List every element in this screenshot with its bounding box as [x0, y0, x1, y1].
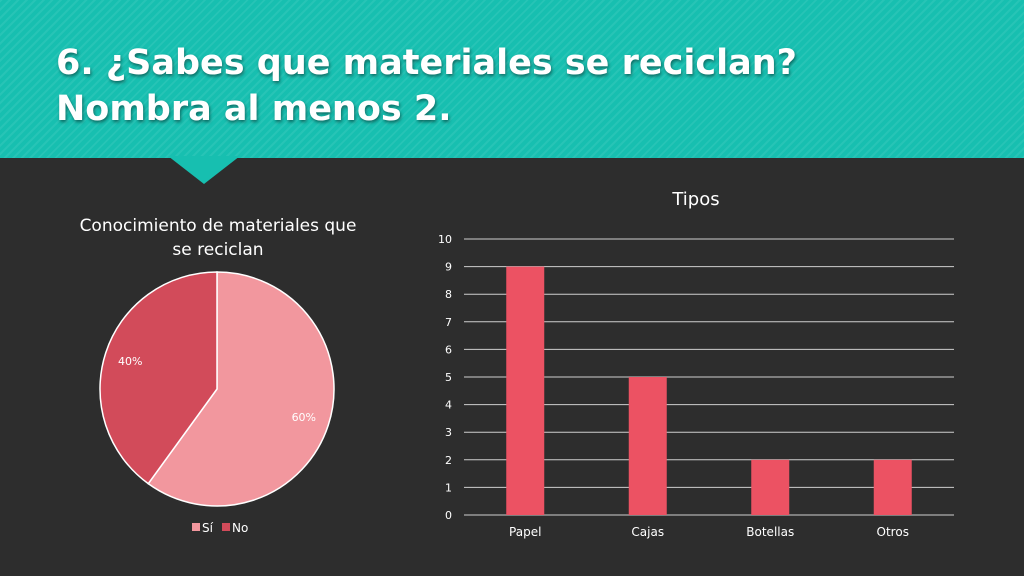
bar-cajas — [628, 377, 667, 515]
slide-title-line-1: 6. ¿Sabes que materiales se reciclan? — [56, 43, 797, 83]
legend-label-si: Sí — [202, 521, 214, 535]
bar-series — [506, 266, 912, 515]
bar-botellas — [751, 459, 790, 515]
legend-swatch-si — [192, 523, 200, 531]
slide-title-line-2: Nombra al menos 2. — [56, 89, 452, 129]
bar-y-tick-labels: 0 1 2 3 4 5 6 7 8 9 10 — [438, 233, 452, 522]
y-tick-label: 2 — [445, 454, 452, 467]
pie-slices — [99, 271, 335, 507]
bar-otros — [873, 459, 912, 515]
y-tick-label: 8 — [445, 288, 452, 301]
x-tick-label: Papel — [509, 525, 541, 539]
y-tick-label: 7 — [445, 316, 452, 329]
bar-chart-title: Tipos — [671, 189, 719, 210]
slide-title: 6. ¿Sabes que materiales se reciclan? No… — [56, 40, 956, 132]
pie-chart: Conocimiento de materiales que se recicl… — [80, 216, 357, 535]
bar-gridlines — [464, 238, 954, 516]
x-tick-label: Botellas — [746, 525, 794, 539]
y-tick-label: 9 — [445, 261, 452, 274]
y-tick-label: 5 — [445, 371, 452, 384]
bar-papel — [506, 266, 545, 515]
legend-swatch-no — [222, 523, 230, 531]
y-tick-label: 1 — [445, 481, 452, 494]
y-tick-label: 6 — [445, 343, 452, 356]
pie-slice-s — [147, 271, 335, 507]
x-tick-label: Cajas — [631, 525, 664, 539]
x-tick-label: Otros — [877, 525, 909, 539]
pie-chart-title-line-1: Conocimiento de materiales que — [80, 216, 357, 236]
y-tick-label: 3 — [445, 426, 452, 439]
y-tick-label: 10 — [438, 233, 452, 246]
title-banner — [0, 0, 1024, 158]
banner-notch — [168, 156, 240, 184]
pie-chart-title-line-2: se reciclan — [172, 240, 263, 260]
pie-data-label-no: 40% — [118, 355, 142, 368]
bar-chart: Tipos 0 1 2 3 4 5 6 7 8 9 10 Papel Cajas Botellas Otr… — [438, 189, 954, 539]
pie-data-label-si: 60% — [292, 411, 316, 424]
y-tick-label: 4 — [445, 399, 452, 412]
bar-x-tick-labels: Papel Cajas Botellas Otros — [509, 525, 909, 539]
pie-legend: Sí No — [192, 521, 248, 535]
legend-label-no: No — [232, 521, 248, 535]
y-tick-label: 0 — [445, 509, 452, 522]
pie-slice-no — [99, 271, 218, 485]
